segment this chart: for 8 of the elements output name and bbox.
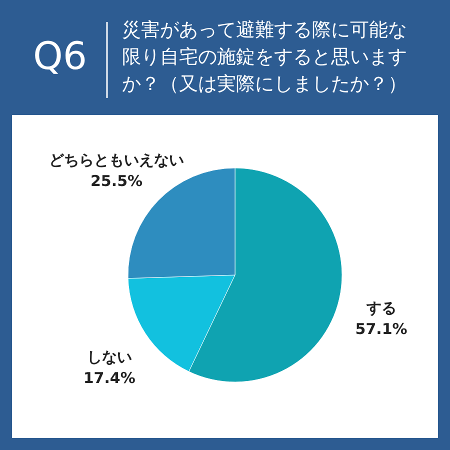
chart-subtitle: Q6 (32, 34, 88, 78)
data-label: 25.5% (90, 172, 143, 190)
slice-label: する (365, 299, 396, 318)
data-label: 17.4% (83, 368, 136, 387)
chart-title: 災害があって避難する際に可能な限り自宅の施錠をすると思いますか？（又は実際にしましたか？） (122, 19, 407, 95)
slice-label: しない (86, 348, 132, 366)
data-label: 57.1% (355, 320, 408, 338)
slice-label: どちらともいえない (49, 151, 184, 170)
